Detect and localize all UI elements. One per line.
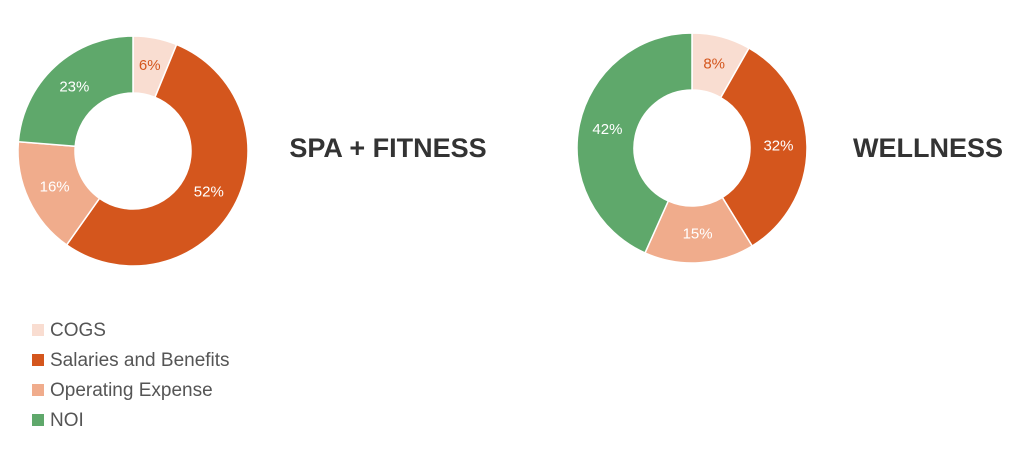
data-label: 32% [763, 138, 793, 155]
data-label: 42% [592, 121, 622, 138]
donut-slice [719, 47, 808, 248]
legend-swatch [32, 384, 44, 396]
chart-title: SPA + FITNESS [289, 133, 486, 163]
legend-swatch [32, 414, 44, 426]
donut-slice [17, 35, 134, 148]
donut-slice [576, 32, 693, 254]
data-label: 16% [40, 179, 70, 196]
legend-swatch [32, 324, 44, 336]
data-label: 23% [59, 78, 89, 95]
legend-label: NOI [50, 410, 84, 431]
data-label: 6% [139, 57, 161, 74]
data-label: 8% [703, 55, 725, 72]
data-label: 52% [194, 184, 224, 201]
legend-label: COGS [50, 320, 106, 341]
legend-label: Salaries and Benefits [50, 350, 230, 371]
donut-slice [65, 43, 249, 267]
legend-label: Operating Expense [50, 380, 213, 401]
data-label: 15% [683, 225, 713, 242]
chart-title: WELLNESS [853, 133, 1003, 163]
legend-swatch [32, 354, 44, 366]
